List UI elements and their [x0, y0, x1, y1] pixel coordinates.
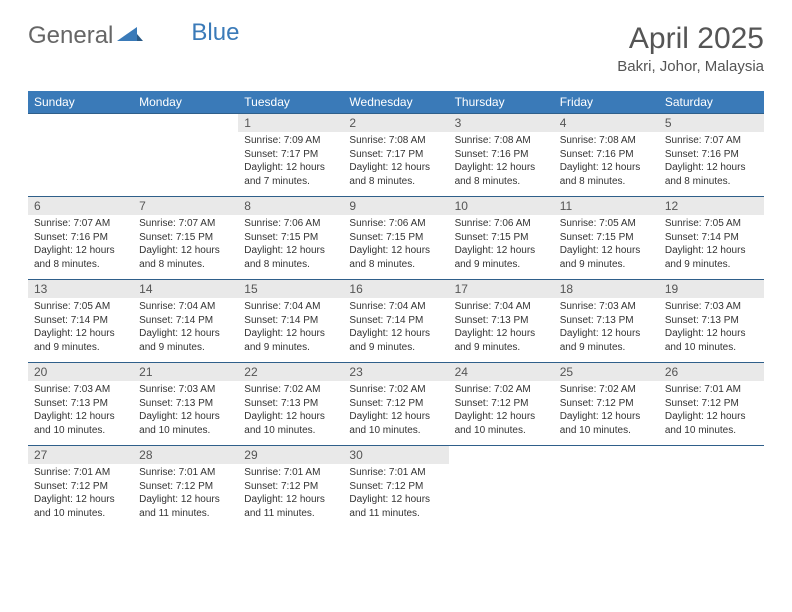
day-number-cell: 11 [554, 197, 659, 216]
day-of-week-header: Tuesday [238, 91, 343, 114]
day-content-cell: Sunrise: 7:01 AMSunset: 7:12 PMDaylight:… [238, 464, 343, 528]
day-number-cell: 7 [133, 197, 238, 216]
day-number-cell: 15 [238, 280, 343, 299]
week-daynum-row: 13141516171819 [28, 280, 764, 299]
day-content-cell: Sunrise: 7:08 AMSunset: 7:16 PMDaylight:… [449, 132, 554, 197]
day-of-week-header: Wednesday [343, 91, 448, 114]
day-number-cell: 9 [343, 197, 448, 216]
day-number-cell [659, 446, 764, 465]
day-number-cell: 23 [343, 363, 448, 382]
day-number-cell: 8 [238, 197, 343, 216]
day-content-cell [659, 464, 764, 528]
day-content-cell: Sunrise: 7:02 AMSunset: 7:12 PMDaylight:… [449, 381, 554, 446]
day-number-cell: 20 [28, 363, 133, 382]
day-of-week-header: Friday [554, 91, 659, 114]
week-content-row: Sunrise: 7:07 AMSunset: 7:16 PMDaylight:… [28, 215, 764, 280]
day-content-cell: Sunrise: 7:02 AMSunset: 7:12 PMDaylight:… [343, 381, 448, 446]
day-number-cell: 30 [343, 446, 448, 465]
day-number-cell: 29 [238, 446, 343, 465]
day-content-cell: Sunrise: 7:05 AMSunset: 7:15 PMDaylight:… [554, 215, 659, 280]
day-number-cell: 2 [343, 114, 448, 133]
day-content-cell: Sunrise: 7:08 AMSunset: 7:17 PMDaylight:… [343, 132, 448, 197]
logo-text-2: Blue [191, 19, 239, 47]
week-content-row: Sunrise: 7:05 AMSunset: 7:14 PMDaylight:… [28, 298, 764, 363]
logo: General Blue [28, 22, 239, 50]
day-number-cell: 16 [343, 280, 448, 299]
day-number-cell: 6 [28, 197, 133, 216]
week-daynum-row: 20212223242526 [28, 363, 764, 382]
day-content-cell: Sunrise: 7:03 AMSunset: 7:13 PMDaylight:… [133, 381, 238, 446]
day-content-cell: Sunrise: 7:01 AMSunset: 7:12 PMDaylight:… [133, 464, 238, 528]
day-number-cell: 12 [659, 197, 764, 216]
day-number-cell: 4 [554, 114, 659, 133]
day-content-cell: Sunrise: 7:02 AMSunset: 7:13 PMDaylight:… [238, 381, 343, 446]
day-number-cell: 5 [659, 114, 764, 133]
day-number-cell: 17 [449, 280, 554, 299]
day-number-cell: 10 [449, 197, 554, 216]
week-content-row: Sunrise: 7:09 AMSunset: 7:17 PMDaylight:… [28, 132, 764, 197]
day-number-cell: 3 [449, 114, 554, 133]
day-content-cell: Sunrise: 7:06 AMSunset: 7:15 PMDaylight:… [343, 215, 448, 280]
day-number-cell: 25 [554, 363, 659, 382]
day-number-cell: 14 [133, 280, 238, 299]
header: General Blue April 2025 Bakri, Johor, Ma… [0, 0, 792, 85]
logo-icon [117, 22, 143, 50]
day-number-cell: 13 [28, 280, 133, 299]
location: Bakri, Johor, Malaysia [617, 58, 764, 75]
day-content-cell: Sunrise: 7:04 AMSunset: 7:14 PMDaylight:… [238, 298, 343, 363]
day-content-cell [28, 132, 133, 197]
day-content-cell: Sunrise: 7:03 AMSunset: 7:13 PMDaylight:… [554, 298, 659, 363]
day-number-cell [449, 446, 554, 465]
day-number-cell [554, 446, 659, 465]
day-content-cell: Sunrise: 7:04 AMSunset: 7:13 PMDaylight:… [449, 298, 554, 363]
day-content-cell: Sunrise: 7:07 AMSunset: 7:15 PMDaylight:… [133, 215, 238, 280]
week-daynum-row: 12345 [28, 114, 764, 133]
day-content-cell: Sunrise: 7:01 AMSunset: 7:12 PMDaylight:… [343, 464, 448, 528]
week-content-row: Sunrise: 7:01 AMSunset: 7:12 PMDaylight:… [28, 464, 764, 528]
day-of-week-header: Thursday [449, 91, 554, 114]
day-content-cell: Sunrise: 7:01 AMSunset: 7:12 PMDaylight:… [659, 381, 764, 446]
day-of-week-row: SundayMondayTuesdayWednesdayThursdayFrid… [28, 91, 764, 114]
day-number-cell: 19 [659, 280, 764, 299]
day-content-cell: Sunrise: 7:04 AMSunset: 7:14 PMDaylight:… [133, 298, 238, 363]
day-content-cell: Sunrise: 7:05 AMSunset: 7:14 PMDaylight:… [659, 215, 764, 280]
day-content-cell [554, 464, 659, 528]
day-content-cell: Sunrise: 7:07 AMSunset: 7:16 PMDaylight:… [28, 215, 133, 280]
day-content-cell: Sunrise: 7:07 AMSunset: 7:16 PMDaylight:… [659, 132, 764, 197]
day-content-cell: Sunrise: 7:04 AMSunset: 7:14 PMDaylight:… [343, 298, 448, 363]
day-number-cell: 1 [238, 114, 343, 133]
day-content-cell: Sunrise: 7:02 AMSunset: 7:12 PMDaylight:… [554, 381, 659, 446]
day-number-cell: 28 [133, 446, 238, 465]
logo-text-1: General [28, 22, 113, 50]
calendar-table: SundayMondayTuesdayWednesdayThursdayFrid… [28, 91, 764, 528]
day-of-week-header: Saturday [659, 91, 764, 114]
day-content-cell: Sunrise: 7:06 AMSunset: 7:15 PMDaylight:… [238, 215, 343, 280]
day-number-cell: 21 [133, 363, 238, 382]
day-number-cell [28, 114, 133, 133]
month-title: April 2025 [617, 22, 764, 56]
week-daynum-row: 27282930 [28, 446, 764, 465]
day-content-cell: Sunrise: 7:03 AMSunset: 7:13 PMDaylight:… [28, 381, 133, 446]
day-number-cell: 27 [28, 446, 133, 465]
day-content-cell: Sunrise: 7:01 AMSunset: 7:12 PMDaylight:… [28, 464, 133, 528]
day-number-cell [133, 114, 238, 133]
day-of-week-header: Monday [133, 91, 238, 114]
day-of-week-header: Sunday [28, 91, 133, 114]
day-content-cell [449, 464, 554, 528]
week-daynum-row: 6789101112 [28, 197, 764, 216]
day-content-cell: Sunrise: 7:09 AMSunset: 7:17 PMDaylight:… [238, 132, 343, 197]
title-block: April 2025 Bakri, Johor, Malaysia [617, 22, 764, 75]
week-content-row: Sunrise: 7:03 AMSunset: 7:13 PMDaylight:… [28, 381, 764, 446]
day-content-cell: Sunrise: 7:05 AMSunset: 7:14 PMDaylight:… [28, 298, 133, 363]
day-content-cell: Sunrise: 7:08 AMSunset: 7:16 PMDaylight:… [554, 132, 659, 197]
day-number-cell: 24 [449, 363, 554, 382]
day-number-cell: 18 [554, 280, 659, 299]
day-number-cell: 26 [659, 363, 764, 382]
day-content-cell: Sunrise: 7:03 AMSunset: 7:13 PMDaylight:… [659, 298, 764, 363]
day-content-cell [133, 132, 238, 197]
day-number-cell: 22 [238, 363, 343, 382]
day-content-cell: Sunrise: 7:06 AMSunset: 7:15 PMDaylight:… [449, 215, 554, 280]
